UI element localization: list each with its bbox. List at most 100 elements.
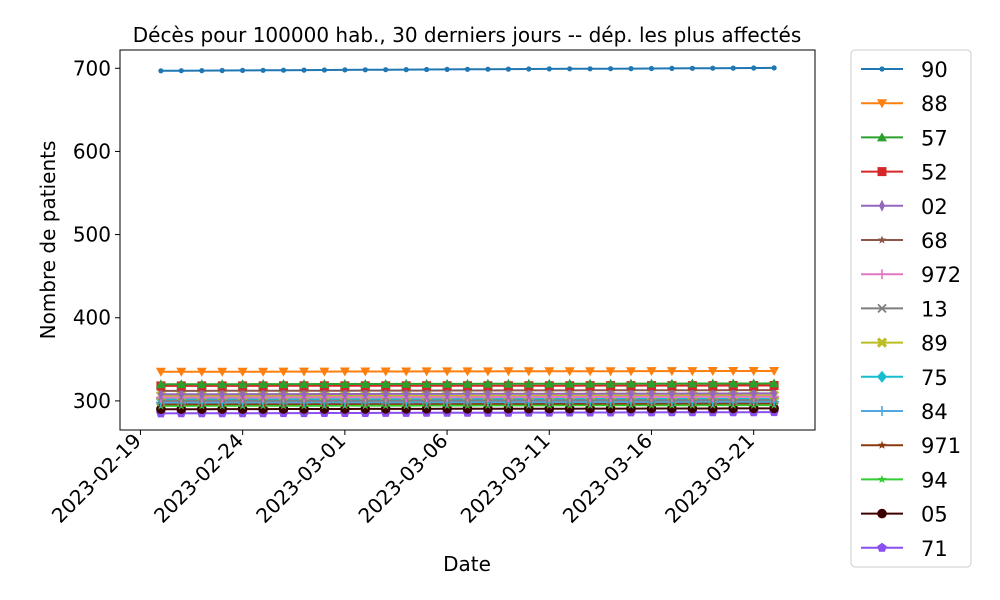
x-tick-label: 2023-02-24 — [149, 429, 248, 528]
series-90 — [158, 65, 777, 74]
legend-marker — [877, 269, 887, 280]
legend-label: 88 — [921, 92, 948, 116]
data-point-02 — [505, 387, 512, 400]
data-point-90 — [260, 67, 266, 73]
legend-label: 972 — [921, 263, 961, 287]
data-point-57 — [687, 378, 698, 388]
data-point-90 — [178, 68, 184, 74]
legend-label: 02 — [921, 195, 948, 219]
data-point-02 — [280, 388, 287, 401]
legend-label: 94 — [921, 468, 948, 492]
legend-frame — [850, 49, 972, 568]
data-point-57 — [728, 378, 739, 388]
legend-item-52: 52 — [861, 161, 948, 185]
legend-label: 57 — [921, 126, 948, 150]
legend-label: 90 — [921, 58, 948, 82]
data-point-02 — [730, 387, 737, 400]
data-point-90 — [771, 65, 777, 71]
data-point-57 — [544, 378, 555, 388]
data-point-02 — [525, 387, 532, 400]
data-point-90 — [280, 67, 287, 73]
legend-marker — [876, 337, 888, 348]
legend-item-90: 90 — [861, 58, 948, 82]
data-point-88 — [646, 367, 657, 377]
legend: 90 88 57 52 02 68 972 13 89 75 84 971 94 05 71 — [850, 49, 972, 568]
legend-marker — [877, 303, 887, 314]
y-axis-label: Nombre de patients — [36, 141, 60, 340]
data-point-90 — [689, 65, 696, 71]
data-point-90 — [219, 67, 225, 74]
y-tick-label: 700 — [73, 56, 111, 80]
data-point-88 — [339, 367, 350, 377]
data-point-90 — [751, 65, 757, 71]
x-tick-label: 2023-03-21 — [660, 429, 759, 528]
data-point-88 — [299, 367, 309, 377]
data-point-02 — [750, 387, 757, 400]
data-point-57 — [462, 378, 473, 388]
data-point-57 — [503, 378, 514, 388]
data-point-88 — [544, 367, 555, 377]
data-point-57 — [666, 378, 677, 388]
data-point-02 — [219, 388, 226, 401]
data-point-88 — [687, 367, 698, 377]
data-point-02 — [546, 387, 553, 400]
data-point-57 — [523, 378, 534, 388]
data-point-57 — [196, 379, 207, 389]
data-point-02 — [709, 387, 716, 400]
legend-item-84: 84 — [861, 400, 948, 424]
data-point-02 — [423, 387, 430, 400]
data-point-02 — [178, 388, 185, 401]
legend-item-57: 57 — [861, 126, 948, 150]
data-point-02 — [628, 387, 634, 400]
data-point-57 — [421, 378, 432, 388]
legend-item-71: 71 — [861, 537, 948, 561]
data-point-57 — [646, 378, 657, 388]
legend-item-94: 94 — [861, 468, 948, 492]
data-point-02 — [464, 387, 471, 400]
data-point-57 — [605, 378, 616, 388]
legend-item-13: 13 — [861, 297, 948, 321]
data-point-57 — [564, 378, 575, 388]
data-point-90 — [444, 66, 450, 72]
legend-label: 84 — [921, 400, 948, 424]
data-point-57 — [401, 378, 412, 388]
legend-marker — [877, 370, 887, 383]
series-57 — [155, 378, 780, 389]
data-point-88 — [707, 367, 718, 376]
data-point-90 — [526, 66, 532, 72]
y-tick-label: 400 — [73, 306, 111, 330]
legend-item-971: 971 — [861, 434, 961, 458]
data-point-90 — [485, 66, 491, 72]
data-point-90 — [158, 68, 164, 74]
data-point-02 — [648, 387, 655, 400]
data-point-88 — [258, 367, 269, 377]
data-point-02 — [403, 387, 410, 400]
data-point-90 — [628, 66, 634, 72]
data-point-02 — [444, 387, 451, 400]
legend-marker — [877, 440, 887, 449]
legend-marker — [877, 406, 887, 416]
data-point-02 — [341, 388, 348, 400]
plot-area — [155, 65, 780, 418]
legend-label: 13 — [921, 297, 948, 321]
data-point-88 — [564, 367, 575, 377]
data-point-57 — [319, 379, 330, 388]
x-tick-label: 2023-03-01 — [251, 429, 350, 528]
data-point-57 — [278, 379, 289, 389]
legend-item-75: 75 — [861, 366, 948, 390]
legend-label: 89 — [921, 332, 948, 356]
legend-item-972: 972 — [861, 263, 961, 287]
x-tick-label: 2023-03-11 — [456, 429, 555, 528]
y-axis: 300 400 500 600 700 — [73, 56, 120, 413]
legend-marker — [877, 508, 887, 519]
data-point-90 — [587, 66, 593, 72]
legend-marker — [877, 235, 887, 244]
data-point-88 — [523, 367, 534, 377]
data-point-90 — [301, 67, 307, 73]
data-point-90 — [464, 66, 471, 72]
data-point-02 — [382, 387, 389, 400]
data-point-57 — [237, 379, 248, 389]
data-point-90 — [362, 67, 368, 73]
legend-marker — [877, 132, 887, 142]
